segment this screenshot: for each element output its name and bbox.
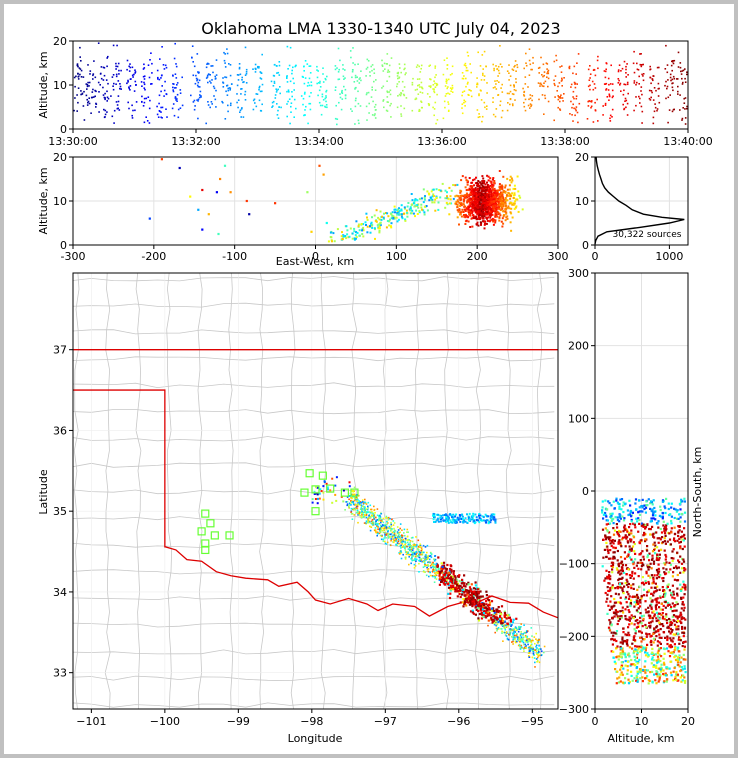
histogram-line: [594, 156, 685, 245]
lma-station-marker: [326, 484, 335, 493]
time-height-xtick: 13:40:00: [663, 135, 712, 148]
lma-station-marker: [311, 485, 320, 494]
histogram-ytick: 0: [582, 239, 589, 252]
lma-station-marker: [311, 507, 320, 516]
ew-altitude-ytick: 10: [53, 195, 67, 208]
plan-view-xlabel: Longitude: [288, 732, 343, 745]
lma-stations: [197, 469, 359, 555]
altitude-ns-ytick: −100: [559, 558, 589, 571]
altitude-ns-ylabel: North-South, km: [691, 447, 704, 538]
plan-view-ytick: 37: [53, 344, 67, 357]
ew-altitude-xtick: 300: [548, 250, 569, 263]
time-height-xtick: 13:38:00: [540, 135, 589, 148]
lma-station-marker: [300, 488, 309, 497]
plan-view-xtick: −95: [521, 715, 544, 728]
altitude-ns-ytick: −300: [559, 703, 589, 716]
altitude-ns-points: [601, 497, 687, 685]
histogram-xtick: 0: [592, 250, 599, 263]
time-height-xtick: 13:36:00: [417, 135, 466, 148]
plan-view-ytick: 33: [53, 667, 67, 680]
ew-altitude-xlabel: East-West, km: [276, 255, 354, 268]
plan-view-xtick: −100: [150, 715, 180, 728]
time-height-ylabel: Altitude, km: [37, 51, 50, 118]
figure-frame: Oklahoma LMA 1330-1340 UTC July 04, 2023…: [4, 4, 734, 754]
altitude-ns-xtick: 0: [592, 715, 599, 728]
ew-altitude-xtick: -300: [61, 250, 86, 263]
lma-station-marker: [340, 488, 349, 497]
altitude-histogram-panel: 0 1000 0 10 20 30,322 sources: [575, 151, 689, 263]
histogram-xtick: 1000: [655, 250, 683, 263]
time-height-xtick: 13:34:00: [294, 135, 343, 148]
ew-altitude-panel: -300 -200 -100 0 100 200 300 0 10 20 East-West, k…: [37, 151, 569, 268]
state-border: [73, 349, 558, 619]
ew-altitude-xtick: -100: [222, 250, 247, 263]
histogram-ytick: 20: [575, 151, 589, 164]
time-height-ticks: 13:30:00 13:32:00 13:34:00 13:36:00 13:38:00…: [48, 35, 712, 148]
time-height-ytick: 10: [53, 79, 67, 92]
time-height-ytick: 0: [60, 123, 67, 136]
chart-title: Oklahoma LMA 1330-1340 UTC July 04, 2023: [201, 19, 560, 38]
ew-altitude-xtick: 100: [386, 250, 407, 263]
plan-view-ticks: −101 −100 −99 −98 −97 −96 −95 33 34 35 36 37: [53, 344, 544, 728]
plan-view-xtick: −97: [374, 715, 397, 728]
plan-view-points: [311, 476, 546, 668]
ew-altitude-xtick: 0: [312, 250, 319, 263]
lma-station-marker: [201, 545, 210, 555]
altitude-ns-panel: 0 10 20 −300 −200 −100 0 100 200 300 Altitude, km…: [559, 267, 704, 745]
time-height-xtick: 13:30:00: [48, 135, 97, 148]
altitude-ns-xtick: 20: [681, 715, 695, 728]
altitude-ns-ytick: 100: [568, 412, 589, 425]
lma-station-marker: [206, 519, 215, 528]
lma-station-marker: [318, 471, 327, 480]
plan-view-ytick: 36: [53, 424, 67, 437]
plan-view-ytick: 34: [53, 586, 67, 599]
ew-altitude-xtick: 200: [467, 250, 488, 263]
plan-view-xtick: −98: [300, 715, 323, 728]
altitude-ns-xtick: 10: [635, 715, 649, 728]
ew-altitude-ylabel: Altitude, km: [37, 167, 50, 234]
lma-station-marker: [305, 469, 314, 478]
ew-altitude-ytick: 20: [53, 151, 67, 164]
plan-view-ylabel: Latitude: [37, 469, 50, 515]
time-height-axes: [72, 40, 689, 130]
time-height-points: [73, 42, 688, 126]
histogram-ticks: 0 1000 0 10 20: [575, 151, 683, 263]
lma-station-marker: [225, 531, 234, 540]
altitude-ns-ytick: 200: [568, 340, 589, 353]
plan-view-panel: −101 −100 −99 −98 −97 −96 −95 33 34 35 36 37 Longit…: [37, 272, 559, 745]
plan-view-xtick: −96: [447, 715, 470, 728]
ew-altitude-xtick: -200: [141, 250, 166, 263]
time-height-ytick: 20: [53, 35, 67, 48]
plan-view-axes: [72, 272, 559, 710]
ew-altitude-ticks: -300 -200 -100 0 100 200 300 0 10 20: [53, 151, 569, 263]
altitude-ns-xlabel: Altitude, km: [607, 732, 674, 745]
altitude-ns-ytick: 300: [568, 267, 589, 280]
lma-station-marker: [197, 527, 206, 536]
plan-view-xtick: −99: [227, 715, 250, 728]
time-height-panel: 13:30:00 13:32:00 13:34:00 13:36:00 13:38:00…: [37, 35, 713, 148]
lma-station-marker: [201, 509, 210, 518]
lma-station-marker: [350, 488, 359, 497]
altitude-ns-ytick: 0: [582, 485, 589, 498]
histogram-ytick: 10: [575, 195, 589, 208]
plan-view-ytick: 35: [53, 505, 67, 518]
plan-view-xtick: −101: [76, 715, 106, 728]
ew-altitude-ytick: 0: [60, 239, 67, 252]
ew-altitude-points: [148, 158, 524, 243]
time-height-xtick: 13:32:00: [171, 135, 220, 148]
lma-station-marker: [210, 531, 219, 540]
source-count-label: 30,322 sources: [613, 230, 682, 240]
altitude-ns-ticks: 0 10 20 −300 −200 −100 0 100 200 300: [559, 267, 695, 728]
altitude-ns-ytick: −200: [559, 630, 589, 643]
lma-figure: Oklahoma LMA 1330-1340 UTC July 04, 2023…: [37, 19, 713, 745]
